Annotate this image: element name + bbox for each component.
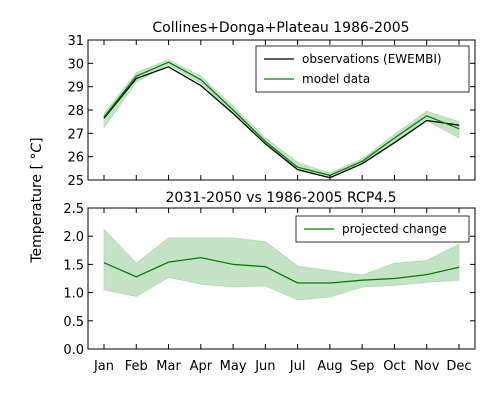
legend-label-observations: observations (EWEMBI) <box>302 52 442 66</box>
top-legend: observations (EWEMBI) model data <box>255 45 470 93</box>
top-y-tick-label: 28 <box>67 104 84 119</box>
y-axis-label-text: Temperature [ ° <box>29 153 45 264</box>
top-x-axis <box>103 40 460 180</box>
bot-y-tick-label: 2.5 <box>63 202 84 217</box>
top-legend-box <box>255 45 470 93</box>
x-tick-label: Jul <box>289 359 306 374</box>
top-y-tick-label: 29 <box>67 81 84 96</box>
y-axis-label: Temperature [ °C] <box>29 137 45 263</box>
legend-label-model: model data <box>302 72 370 86</box>
bottom-panel: 2031-2050 vs 1986-2005 RCP4.5 0.0 0.5 1.0 1… <box>63 190 476 374</box>
y-axis-label-unit: C <box>29 143 45 153</box>
x-tick-label: Mar <box>156 359 181 374</box>
bottom-legend: projected change <box>295 215 470 243</box>
bot-series-line-0 <box>103 256 460 284</box>
top-y-tick-label: 31 <box>67 34 84 49</box>
x-tick-label: Oct <box>383 359 405 374</box>
top-series-line-1 <box>103 61 460 176</box>
top-y-axis: 25 26 27 28 29 30 31 <box>67 34 475 189</box>
x-tick-label: Jan <box>93 359 114 374</box>
bot-y-tick-label: 0.0 <box>63 343 84 358</box>
bot-y-tick-label: 0.5 <box>63 315 84 330</box>
bottom-x-axis: Jan Feb Mar Apr May Jun Jul Aug Sep Oct Nov Dec <box>93 208 472 374</box>
bot-y-tick-label: 2.0 <box>63 230 84 245</box>
bottom-line-layer <box>103 256 460 284</box>
x-tick-label: Nov <box>414 359 440 374</box>
bottom-chart-title: 2031-2050 vs 1986-2005 RCP4.5 <box>165 190 396 206</box>
top-y-tick-label: 30 <box>67 57 84 72</box>
top-y-tick-label: 27 <box>67 127 84 142</box>
bot-range-band-0 <box>103 228 460 301</box>
top-series-line-0 <box>103 66 460 179</box>
top-panel: Collines+Donga+Plateau 1986-2005 2526272… <box>67 20 476 189</box>
x-tick-label: Apr <box>190 359 213 374</box>
x-tick-label: Feb <box>125 359 148 374</box>
x-tick-label: May <box>220 359 247 374</box>
x-tick-label: Dec <box>446 359 471 374</box>
bot-y-tick-label: 1.0 <box>63 287 84 302</box>
top-y-tick-label: 25 <box>67 174 84 189</box>
x-tick-label: Aug <box>317 359 342 374</box>
bottom-band-layer <box>103 228 460 301</box>
top-y-tick-label: 26 <box>67 151 84 166</box>
y-axis-label-close: ] <box>29 137 45 142</box>
x-tick-label: Jun <box>254 359 275 374</box>
top-line-layer <box>103 61 460 179</box>
top-chart-title: Collines+Donga+Plateau 1986-2005 <box>152 20 409 36</box>
x-tick-label: Sep <box>350 359 375 374</box>
bot-y-tick-label: 1.5 <box>63 258 84 273</box>
bottom-plot-frame <box>87 207 476 350</box>
legend-label-projected: projected change <box>342 222 447 236</box>
bottom-y-axis: 0.0 0.5 1.0 1.5 2.0 2.5 <box>63 202 475 358</box>
